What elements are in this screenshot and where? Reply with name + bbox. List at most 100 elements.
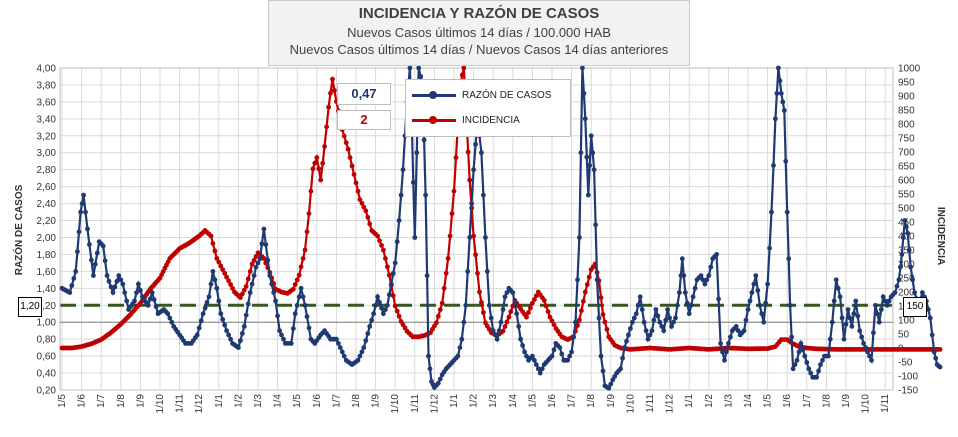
incidencia-point [394, 308, 400, 314]
razon-point [298, 285, 304, 291]
razon-point [781, 108, 787, 113]
razon-point [792, 362, 798, 367]
incidencia-point [434, 320, 439, 326]
razon-point [165, 311, 171, 317]
razon-point [500, 307, 506, 312]
razon-point [587, 163, 593, 168]
razon-point [600, 368, 606, 374]
razon-point [296, 294, 302, 300]
y2-tick-label: -50 [898, 358, 913, 369]
incidencia-point [310, 166, 316, 172]
razon-point [473, 141, 478, 147]
razon-point [416, 65, 422, 71]
razon-point [577, 235, 582, 240]
razon-point [833, 277, 839, 283]
razon-point [845, 307, 851, 312]
razon-point [900, 235, 906, 240]
y2-tick-label: -100 [898, 372, 918, 383]
incidencia-point [208, 233, 214, 239]
y2-tick-label: 500 [898, 204, 915, 215]
threshold-label-left: 1,20 [18, 297, 42, 317]
incidencia-point [345, 146, 351, 152]
razon-point [494, 336, 500, 342]
incidencia-point [320, 160, 326, 166]
razon-point [386, 292, 392, 298]
y-tick-label: 2,40 [37, 199, 57, 210]
razon-point [122, 290, 128, 295]
razon-point [745, 307, 751, 312]
y-tick-label: 0,80 [37, 335, 57, 346]
incidencia-point [361, 204, 367, 210]
razon-point [357, 353, 363, 359]
razon-point [726, 341, 731, 346]
incidencia-point [508, 309, 514, 314]
incidencia-point [261, 256, 267, 261]
razon-point [228, 336, 234, 342]
razon-point [622, 345, 627, 350]
razon-point [784, 209, 790, 215]
y-tick-label: 1,20 [37, 301, 57, 312]
razon-point [853, 298, 859, 304]
razon-point [608, 381, 614, 387]
razon-point [641, 319, 647, 325]
legend-swatch-incidencia [412, 114, 456, 126]
razon-point [829, 319, 835, 325]
razon-point [679, 256, 685, 262]
incidencia-point [437, 307, 443, 313]
razon-point [457, 345, 463, 350]
razon-point [626, 332, 631, 338]
razon-point [774, 91, 780, 96]
razon-point [816, 368, 821, 374]
incidencia-point [504, 319, 510, 325]
razon-point [459, 336, 465, 342]
razon-point [571, 334, 576, 340]
y2-tick-label: 950 [898, 78, 915, 89]
razon-point [390, 271, 396, 276]
razon-point [635, 302, 641, 308]
razon-point [510, 290, 516, 295]
razon-point [896, 277, 902, 283]
razon-point [202, 305, 208, 311]
y2-tick-label: 800 [898, 120, 915, 131]
razon-point [777, 78, 783, 84]
razon-point [588, 133, 594, 139]
x-tick-label: 1/2 [233, 394, 244, 408]
razon-point [394, 239, 400, 245]
razon-point [724, 349, 729, 355]
incidencia-point [367, 221, 373, 227]
y-tick-label: 3,20 [37, 131, 57, 142]
incidencia-point [298, 264, 304, 270]
razon-point [798, 341, 804, 346]
razon-point [645, 336, 651, 342]
razon-point [245, 301, 251, 307]
razon-point [265, 257, 271, 263]
y-tick-label: 1,80 [37, 250, 57, 261]
razon-point [194, 332, 200, 338]
razon-point [892, 290, 898, 295]
razon-point [585, 192, 591, 198]
y-tick-label: 2,80 [37, 165, 57, 176]
razon-point [927, 315, 933, 321]
incidencia-point [441, 285, 447, 291]
incidencia-point [353, 180, 359, 186]
razon-point [718, 341, 723, 346]
razon-point [294, 302, 300, 308]
razon-point [336, 341, 341, 346]
razon-point [861, 341, 866, 346]
razon-point [383, 307, 388, 312]
razon-point [398, 192, 404, 198]
razon-point [243, 312, 249, 318]
razon-point [851, 311, 857, 317]
razon-point [486, 302, 492, 308]
razon-point [196, 325, 202, 331]
x-tick-label: 1/6 [782, 394, 793, 408]
incidencia-point [551, 322, 557, 328]
razon-point [671, 319, 676, 325]
incidencia-point [349, 163, 355, 169]
y2-tick-label: 400 [898, 232, 915, 243]
incidencia-point [506, 314, 512, 320]
incidencia-point [251, 257, 257, 263]
razon-point [167, 315, 173, 321]
razon-point [704, 277, 710, 283]
incidencia-point [343, 140, 349, 146]
